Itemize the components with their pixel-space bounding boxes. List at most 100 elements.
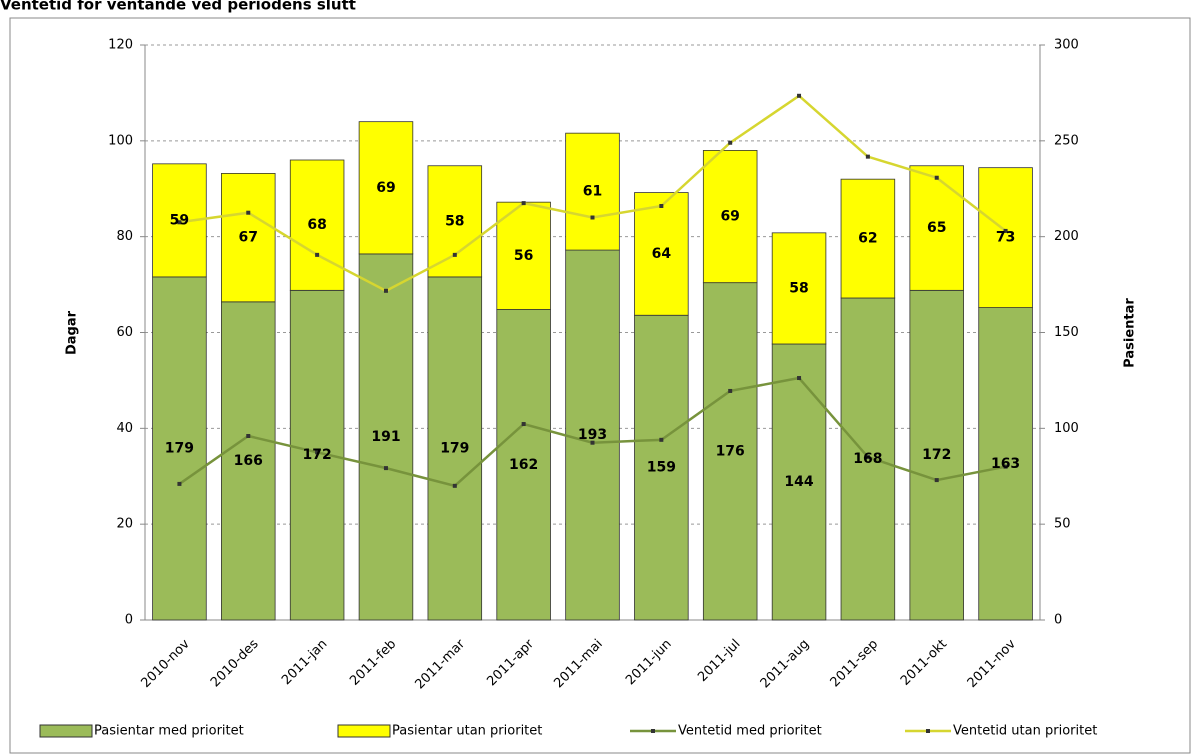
data-label: 166 — [234, 453, 263, 469]
data-label: 65 — [927, 220, 946, 236]
point-marker — [521, 201, 526, 206]
y2-tick-label: 100 — [1054, 421, 1079, 436]
bar — [771, 343, 827, 621]
y2-tick-label: 250 — [1054, 133, 1079, 148]
data-label: 64 — [652, 246, 672, 262]
point-marker — [797, 376, 802, 381]
bar — [634, 314, 689, 621]
bar — [152, 276, 207, 621]
y2-tick-label: 200 — [1054, 229, 1079, 244]
point-marker — [383, 288, 388, 293]
bar — [358, 253, 414, 621]
legend-label: Pasientar utan prioritet — [392, 724, 542, 739]
point-marker — [934, 478, 939, 483]
point-marker — [383, 466, 388, 471]
y2-tick-label: 50 — [1054, 517, 1071, 532]
point-marker — [590, 440, 595, 445]
bar — [634, 192, 689, 316]
point-marker — [590, 215, 595, 220]
bar — [909, 165, 964, 291]
y2-axis-title: Pasientar — [1123, 298, 1138, 368]
point-marker — [246, 434, 251, 438]
legend-label: Pasientar med prioritet — [94, 724, 244, 739]
bar — [496, 309, 551, 621]
y-tick-label: 40 — [116, 421, 133, 436]
data-label: 172 — [302, 447, 331, 463]
point-marker — [177, 481, 182, 486]
bar — [289, 159, 345, 291]
data-label: 61 — [583, 184, 602, 200]
legend-swatch — [337, 724, 391, 738]
legend-marker — [926, 729, 930, 733]
bar — [427, 276, 483, 621]
y-tick-label: 0 — [125, 613, 133, 628]
data-label: 162 — [509, 457, 538, 473]
data-label: 62 — [858, 231, 877, 247]
point-marker — [177, 220, 182, 225]
data-label: 59 — [170, 212, 189, 228]
y2-tick-label: 0 — [1054, 613, 1062, 628]
data-label: 159 — [647, 460, 676, 476]
data-label: 69 — [720, 209, 739, 225]
data-label: 179 — [165, 440, 194, 456]
data-label: 179 — [440, 440, 469, 456]
point-marker — [315, 450, 320, 455]
data-label: 68 — [307, 217, 326, 233]
data-label: 67 — [239, 230, 258, 246]
point-marker — [452, 252, 457, 257]
bar — [702, 282, 758, 621]
y-tick-label: 100 — [108, 133, 133, 148]
bar — [358, 121, 414, 255]
data-label: 58 — [789, 280, 808, 296]
data-label: 176 — [716, 443, 745, 459]
bar — [909, 289, 964, 621]
legend-label: Ventetid med prioritet — [678, 724, 822, 739]
data-label: 144 — [784, 474, 813, 490]
point-marker — [1003, 228, 1008, 233]
point-marker — [659, 437, 664, 442]
data-label: 172 — [922, 447, 951, 463]
legend-swatch — [39, 724, 93, 738]
data-label: 191 — [371, 429, 400, 445]
bar — [978, 307, 1033, 621]
bar — [565, 249, 620, 621]
point-marker — [728, 388, 733, 393]
y-tick-label: 60 — [116, 325, 133, 340]
bar — [771, 232, 827, 345]
bar — [221, 301, 276, 621]
point-marker — [728, 140, 733, 145]
data-label: 58 — [445, 213, 464, 229]
bar — [702, 150, 758, 284]
bar — [565, 132, 620, 251]
y-tick-label: 20 — [116, 517, 133, 532]
data-label: 73 — [996, 230, 1015, 246]
y2-tick-label: 300 — [1054, 38, 1079, 53]
bar — [496, 201, 551, 310]
y-tick-label: 80 — [116, 229, 133, 244]
data-label: 163 — [991, 456, 1020, 472]
point-marker — [1003, 464, 1008, 469]
point-marker — [452, 483, 457, 488]
bar — [840, 178, 896, 299]
y2-tick-label: 150 — [1054, 325, 1079, 340]
data-label: 69 — [376, 180, 395, 196]
point-marker — [865, 455, 870, 460]
data-label: 193 — [578, 427, 607, 443]
point-marker — [934, 175, 939, 180]
point-marker — [521, 422, 526, 427]
data-label: 168 — [853, 451, 882, 467]
bar — [427, 165, 483, 278]
bar — [978, 167, 1033, 308]
y-axis-title: Dagar — [65, 310, 80, 355]
chart-title: Ventetid for ventande ved periodens slut… — [0, 0, 356, 14]
data-label: 56 — [514, 248, 533, 264]
point-marker — [315, 252, 320, 257]
point-marker — [865, 154, 870, 159]
point-marker — [246, 210, 251, 215]
y-tick-label: 120 — [108, 38, 133, 53]
legend-label: Ventetid utan prioritet — [953, 724, 1097, 739]
point-marker — [659, 204, 664, 208]
legend-marker — [651, 729, 655, 733]
bar — [221, 173, 276, 303]
